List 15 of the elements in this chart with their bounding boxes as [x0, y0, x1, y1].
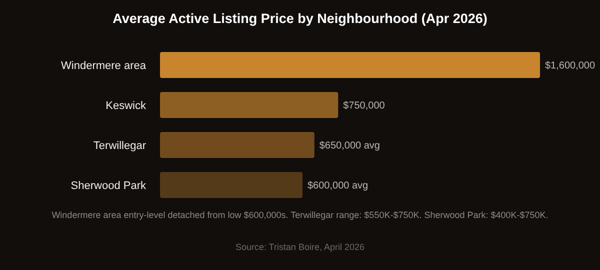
y-tick-label: Terwillegar — [93, 140, 146, 152]
bar — [160, 92, 338, 118]
source-note: Source: Tristan Boire, April 2026 — [234, 242, 366, 252]
bar — [160, 52, 540, 78]
y-tick-label: Keswick — [106, 100, 146, 112]
y-tick-label: Sherwood Park — [70, 180, 146, 192]
bar — [160, 172, 302, 198]
chart-title: Average Active Listing Price by Neighbourhood (Apr 2026) — [112, 11, 488, 26]
bar — [160, 132, 314, 158]
data-label: $600,000 avg — [308, 180, 368, 192]
y-tick-label: Windermere area — [61, 60, 147, 72]
data-label: $750,000 — [343, 100, 386, 112]
data-label: $650,000 avg — [319, 140, 380, 152]
text: Windermere area entry-level detached from low $600,000s. Terwillegar range: $550K-$750K. Sherwood Park: $400K-$750K. — [50, 210, 550, 220]
data-label: $1,600,000 — [545, 60, 596, 72]
